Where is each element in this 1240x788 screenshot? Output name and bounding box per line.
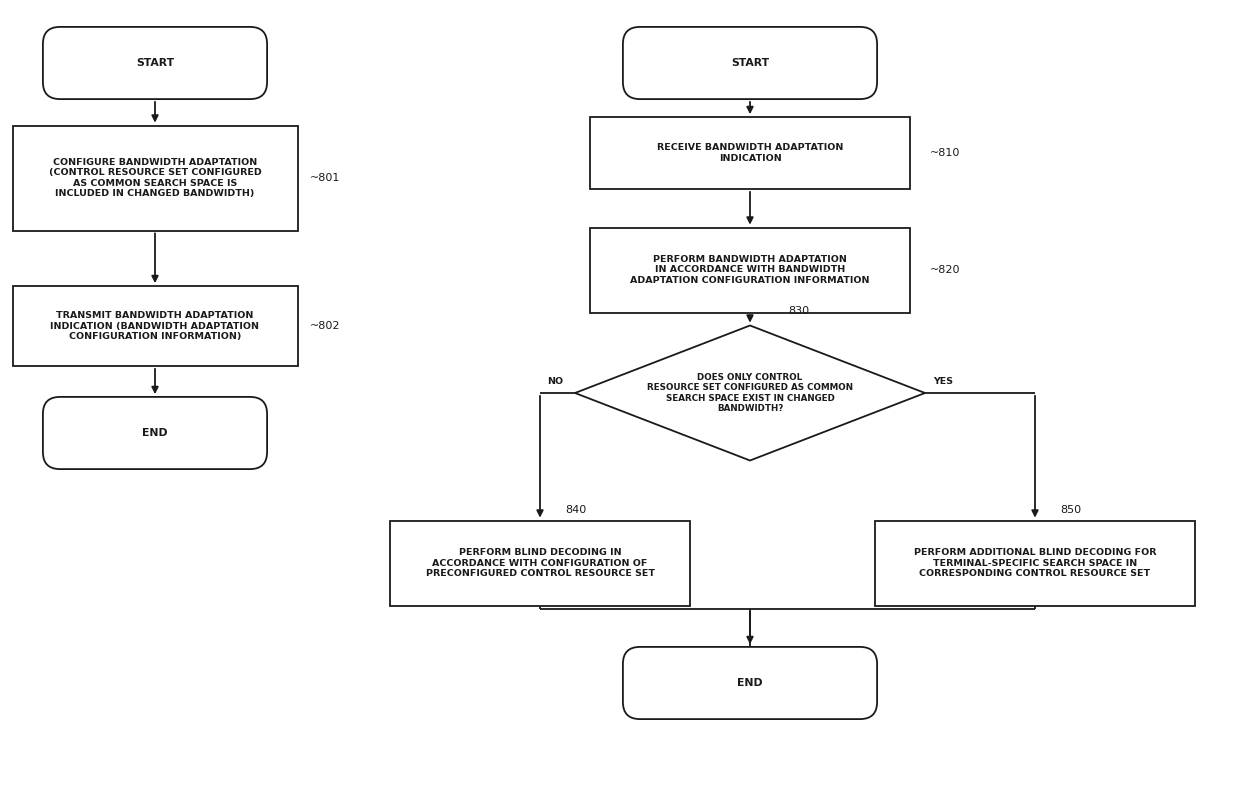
Text: END: END [738,678,763,688]
Text: 830: 830 [787,306,810,316]
Text: RECEIVE BANDWIDTH ADAPTATION
INDICATION: RECEIVE BANDWIDTH ADAPTATION INDICATION [657,143,843,162]
Polygon shape [575,325,925,460]
Text: ~802: ~802 [310,321,341,331]
Bar [875,521,1195,605]
Text: 840: 840 [565,505,587,515]
Text: TRANSMIT BANDWIDTH ADAPTATION
INDICATION (BANDWIDTH ADAPTATION
CONFIGURATION INF: TRANSMIT BANDWIDTH ADAPTATION INDICATION… [51,311,259,341]
FancyBboxPatch shape [622,27,877,99]
Bar [590,117,910,189]
FancyBboxPatch shape [622,647,877,719]
Text: YES: YES [932,377,954,385]
Text: ~820: ~820 [930,265,961,275]
Text: ~801: ~801 [310,173,340,183]
FancyBboxPatch shape [43,397,267,469]
Text: NO: NO [547,377,563,385]
Text: 850: 850 [1060,505,1081,515]
Text: START: START [136,58,174,68]
Bar [391,521,689,605]
Text: PERFORM ADDITIONAL BLIND DECODING FOR
TERMINAL-SPECIFIC SEARCH SPACE IN
CORRESPO: PERFORM ADDITIONAL BLIND DECODING FOR TE… [914,548,1156,578]
Text: ~810: ~810 [930,148,960,158]
Bar [12,125,298,231]
Text: PERFORM BANDWIDTH ADAPTATION
IN ACCORDANCE WITH BANDWIDTH
ADAPTATION CONFIGURATI: PERFORM BANDWIDTH ADAPTATION IN ACCORDAN… [630,255,869,285]
Text: START: START [730,58,769,68]
Text: END: END [143,428,167,438]
FancyBboxPatch shape [43,27,267,99]
Bar [12,286,298,366]
Text: CONFIGURE BANDWIDTH ADAPTATION
(CONTROL RESOURCE SET CONFIGURED
AS COMMON SEARCH: CONFIGURE BANDWIDTH ADAPTATION (CONTROL … [48,158,262,198]
Text: PERFORM BLIND DECODING IN
ACCORDANCE WITH CONFIGURATION OF
PRECONFIGURED CONTROL: PERFORM BLIND DECODING IN ACCORDANCE WIT… [425,548,655,578]
Text: DOES ONLY CONTROL
RESOURCE SET CONFIGURED AS COMMON
SEARCH SPACE EXIST IN CHANGE: DOES ONLY CONTROL RESOURCE SET CONFIGURE… [647,373,853,413]
Bar [590,228,910,313]
